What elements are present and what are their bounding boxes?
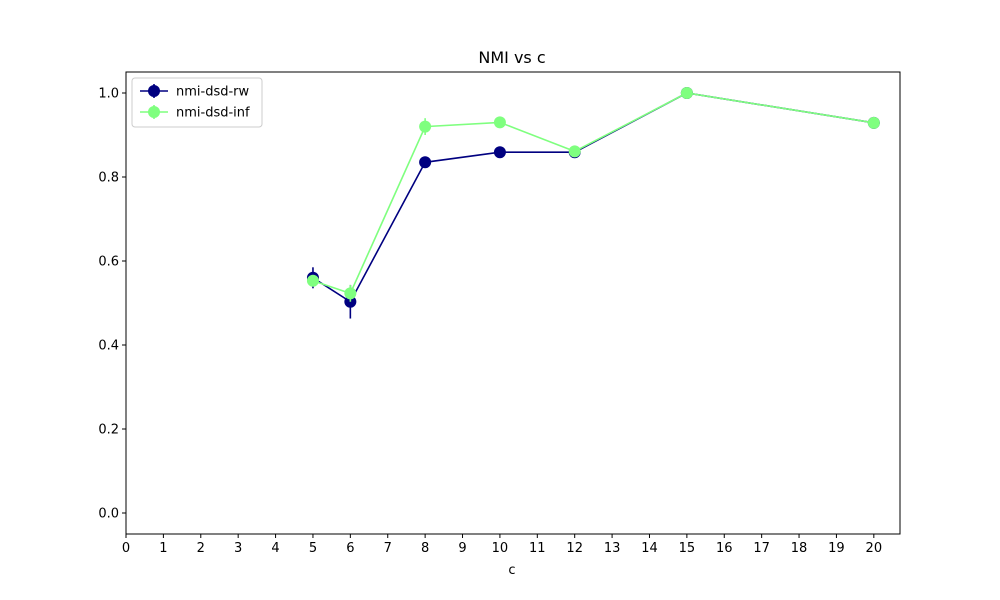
y-tick-label: 0.6 xyxy=(98,255,119,270)
x-tick-label: 16 xyxy=(716,541,733,556)
legend-marker xyxy=(148,85,160,97)
x-tick-label: 8 xyxy=(421,541,429,556)
chart-title: NMI vs c xyxy=(478,48,545,67)
x-tick-label: 12 xyxy=(566,541,583,556)
y-tick-label: 1.0 xyxy=(98,87,119,102)
legend: nmi-dsd-rw nmi-dsd-inf xyxy=(131,77,263,128)
x-tick-label: 3 xyxy=(234,541,242,556)
x-axis-label: c xyxy=(508,563,515,578)
plot-frame xyxy=(125,71,901,535)
x-tick-label: 4 xyxy=(271,541,279,556)
data-point xyxy=(493,146,506,159)
x-tick-label: 2 xyxy=(197,541,205,556)
data-point xyxy=(344,287,357,300)
x-tick-label: 13 xyxy=(604,541,621,556)
y-tick-label: 0.4 xyxy=(98,339,119,354)
x-tick-label: 14 xyxy=(641,541,658,556)
data-point xyxy=(680,87,693,99)
x-tick-label: 20 xyxy=(866,541,883,556)
x-tick-label: 18 xyxy=(791,541,808,556)
series-line xyxy=(312,92,874,303)
data-point xyxy=(867,116,880,129)
x-tick-label: 17 xyxy=(753,541,770,556)
x-tick-label: 5 xyxy=(309,541,317,556)
x-axis: 0 1 2 3 4 5 6 7 8 9 10 11 12 13 14 15 16 17 18 19 20 xyxy=(122,534,882,556)
series-line xyxy=(312,92,874,295)
x-tick-label: 9 xyxy=(458,541,466,556)
series-nmi-dsd-inf xyxy=(306,87,880,302)
data-point xyxy=(493,116,506,129)
y-axis: 0.0 0.2 0.4 0.6 0.8 1.0 xyxy=(98,87,126,522)
series-nmi-dsd-rw xyxy=(306,87,880,319)
data-point xyxy=(419,156,432,169)
data-point xyxy=(306,274,319,287)
legend-label: nmi-dsd-rw xyxy=(176,85,250,100)
x-tick-label: 0 xyxy=(122,541,130,556)
x-tick-label: 7 xyxy=(384,541,392,556)
y-tick-label: 0.8 xyxy=(98,171,119,186)
data-point xyxy=(568,145,581,158)
legend-label: nmi-dsd-inf xyxy=(176,106,250,121)
y-tick-label: 0.2 xyxy=(98,423,119,438)
plot-area xyxy=(306,87,880,319)
x-tick-label: 19 xyxy=(828,541,845,556)
legend-marker xyxy=(148,106,160,118)
x-tick-label: 15 xyxy=(679,541,696,556)
x-tick-label: 11 xyxy=(529,541,546,556)
y-tick-label: 0.0 xyxy=(98,507,119,522)
x-tick-label: 1 xyxy=(159,541,167,556)
x-tick-label: 10 xyxy=(492,541,509,556)
x-tick-label: 6 xyxy=(346,541,354,556)
data-point xyxy=(419,120,432,133)
